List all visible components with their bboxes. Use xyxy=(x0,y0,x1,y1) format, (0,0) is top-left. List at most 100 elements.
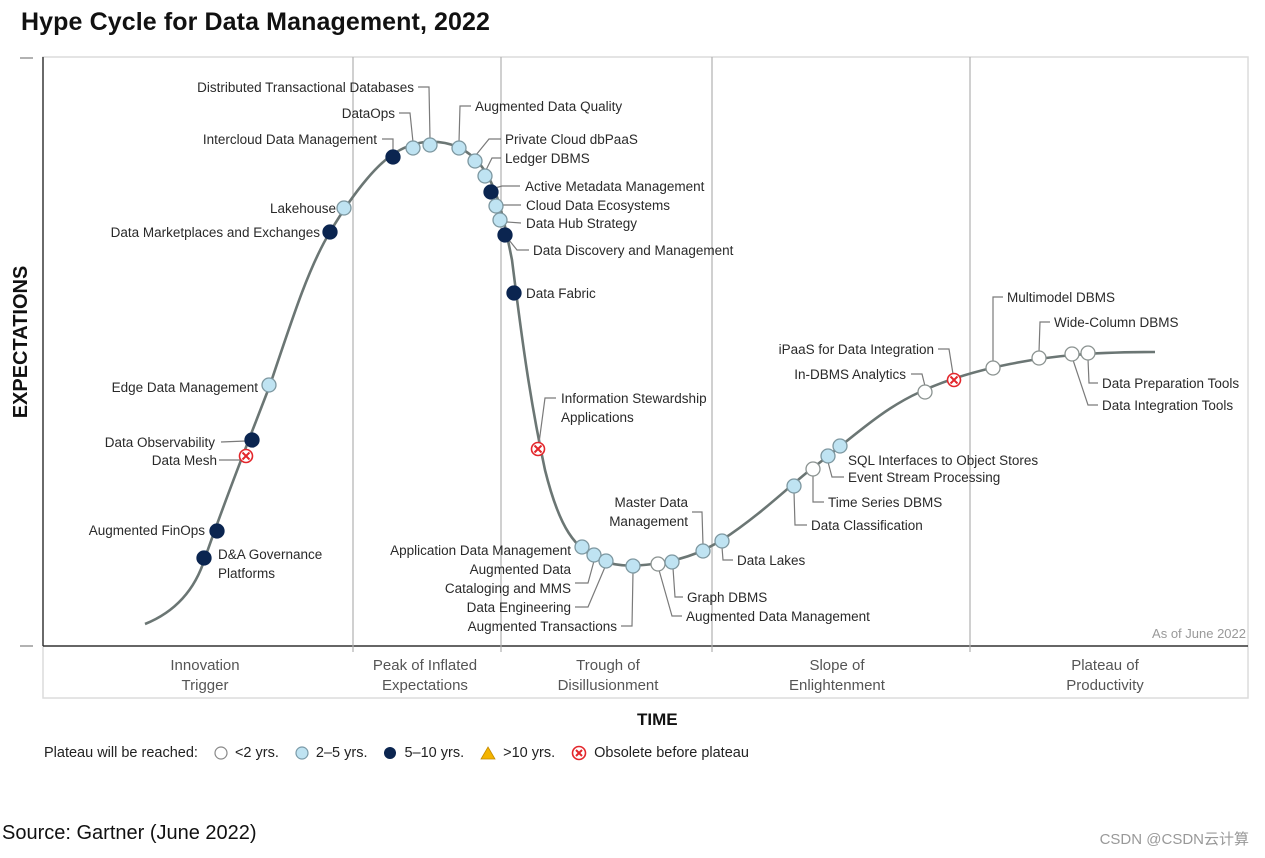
as-of-date: As of June 2022 xyxy=(1152,626,1246,641)
leader-line xyxy=(506,221,522,224)
technology-label: Multimodel DBMS xyxy=(1007,290,1115,305)
chart-title: Hype Cycle for Data Management, 2022 xyxy=(21,8,491,36)
technology-point xyxy=(385,149,401,165)
technology-point xyxy=(322,224,338,240)
technology-label: Cloud Data Ecosystems xyxy=(526,198,670,213)
technology-label: Data Fabric xyxy=(526,286,596,301)
technology-label: Augmented FinOps xyxy=(89,523,206,538)
navy-circle-icon xyxy=(384,747,397,759)
legend-item-gt10: >10 yrs. xyxy=(480,745,555,761)
technology-label: Management xyxy=(609,514,688,529)
technology-label: Augmented Data xyxy=(470,562,572,577)
technology-point xyxy=(650,556,666,572)
technology-point xyxy=(574,539,590,555)
legend-label: <2 yrs. xyxy=(234,745,279,761)
technology-label: Event Stream Processing xyxy=(848,470,1000,485)
leader-line xyxy=(220,440,247,443)
technology-label: Data Integration Tools xyxy=(1102,398,1233,413)
phase-label: Expectations xyxy=(382,677,468,694)
legend-item-lt2: <2 yrs. xyxy=(214,745,279,761)
leader-line xyxy=(672,567,683,598)
leader-line xyxy=(575,566,606,608)
leader-line xyxy=(827,461,844,478)
leader-line xyxy=(508,239,529,251)
technology-label: Master Data xyxy=(614,495,688,510)
technology-point xyxy=(209,523,225,539)
y-axis-label: EXPECTATIONS xyxy=(10,265,32,419)
obsolete-point xyxy=(946,372,962,388)
technology-point xyxy=(497,227,513,243)
technology-point xyxy=(985,360,1001,376)
phase-label: Slope of xyxy=(809,657,865,674)
leader-line xyxy=(485,157,501,171)
leader-line xyxy=(575,560,595,584)
leader-line xyxy=(1072,359,1098,406)
technology-point xyxy=(786,478,802,494)
technology-point xyxy=(244,432,260,448)
leader-line xyxy=(812,475,824,503)
technology-label: Application Data Management xyxy=(390,543,571,558)
technology-label: Intercloud Data Management xyxy=(203,132,377,147)
leader-line xyxy=(458,105,471,143)
technology-label: Data Marketplaces and Exchanges xyxy=(111,225,321,240)
phase-label: Productivity xyxy=(1066,677,1144,694)
technology-label: Data Lakes xyxy=(737,553,806,568)
leader-line xyxy=(911,373,926,387)
technology-point xyxy=(695,543,711,559)
obsolete-x-circle-icon xyxy=(571,745,587,761)
technology-point xyxy=(492,212,508,228)
leader-line xyxy=(475,138,501,156)
technology-point xyxy=(917,384,933,400)
leader-line xyxy=(692,511,704,546)
yellow-triangle-icon xyxy=(480,746,496,760)
technology-label: Data Hub Strategy xyxy=(526,216,637,231)
technology-point xyxy=(483,184,499,200)
phase-label: Disillusionment xyxy=(558,677,660,694)
leader-line xyxy=(658,569,682,617)
technology-label: Applications xyxy=(561,410,634,425)
legend-label: 5–10 yrs. xyxy=(404,745,465,761)
leader-line xyxy=(418,86,431,140)
leader-line xyxy=(494,185,520,189)
technology-point xyxy=(625,558,641,574)
technology-point xyxy=(1031,350,1047,366)
source-note: Source: Gartner (June 2022) xyxy=(2,822,257,844)
technology-label: SQL Interfaces to Object Stores xyxy=(848,453,1038,468)
leader-lines xyxy=(219,86,1098,627)
technology-point xyxy=(1080,345,1096,361)
chart-frame xyxy=(20,56,1249,699)
legend-item-obsolete: Obsolete before plateau xyxy=(571,745,749,761)
phase-labels: Innovation Trigger Peak of Inflated Expecta… xyxy=(170,657,1144,694)
technology-label: Private Cloud dbPaaS xyxy=(505,132,638,147)
technology-point xyxy=(664,554,680,570)
technology-label: Cataloging and MMS xyxy=(445,581,571,596)
technology-point xyxy=(714,533,730,549)
technology-label: Augmented Data Management xyxy=(686,609,870,624)
technology-label: Lakehouse xyxy=(270,201,336,216)
technology-label: Distributed Transactional Databases xyxy=(197,80,414,95)
legend: Plateau will be reached: <2 yrs. 2–5 yrs… xyxy=(44,745,749,761)
obsolete-point xyxy=(238,448,254,464)
legend-title: Plateau will be reached: xyxy=(44,745,198,761)
leader-line xyxy=(382,138,394,151)
phase-label: Enlightenment xyxy=(789,677,886,694)
technology-point xyxy=(336,200,352,216)
obsolete-x xyxy=(949,375,959,385)
watermark: CSDN @CSDN云计算 xyxy=(1099,831,1249,848)
phase-label: Innovation xyxy=(170,657,239,674)
technology-point xyxy=(586,547,602,563)
technology-point xyxy=(805,461,821,477)
x-axis-label: TIME xyxy=(637,710,678,729)
technology-label: Wide-Column DBMS xyxy=(1054,315,1179,330)
leader-line xyxy=(992,296,1003,362)
obsolete-x xyxy=(533,444,543,454)
phase-label: Trough of xyxy=(576,657,640,674)
technology-label: Data Preparation Tools xyxy=(1102,376,1239,391)
hype-curve-layer xyxy=(144,140,1156,626)
technology-label: Augmented Data Quality xyxy=(475,99,622,114)
obsolete-point xyxy=(530,441,546,457)
technology-label: In-DBMS Analytics xyxy=(794,367,906,382)
leader-line xyxy=(1038,321,1050,353)
technology-point xyxy=(261,377,277,393)
